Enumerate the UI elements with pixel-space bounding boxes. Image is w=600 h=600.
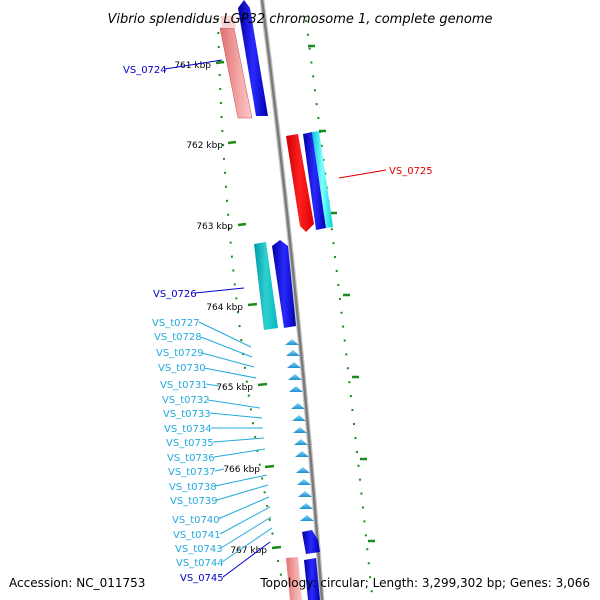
gene-arrow [302, 530, 320, 554]
leader-line [212, 437, 265, 443]
gene-label[interactable]: VS_t0744 [176, 558, 224, 569]
trna-arrow [292, 415, 306, 421]
gene-label[interactable]: VS_0745 [180, 573, 224, 584]
tick-label: 762 kbp [186, 141, 223, 151]
genome-summary: Topology: circular; Length: 3,299,302 bp… [259, 576, 590, 590]
leader-line [209, 412, 263, 419]
tick-mark [257, 382, 268, 387]
leader-line [207, 399, 261, 409]
leader-line [219, 506, 271, 535]
tick-mark [264, 464, 275, 469]
gene-label[interactable]: VS_t0743 [175, 544, 223, 555]
gene-arrow [286, 134, 314, 232]
tick-label: 767 kbp [230, 546, 267, 556]
gene-label[interactable]: VS_t0737 [168, 467, 216, 478]
tick-mark [247, 302, 258, 307]
trna-arrow [299, 503, 313, 509]
gene-label[interactable]: VS_t0729 [156, 348, 204, 359]
gene-block [220, 16, 236, 28]
tick-label: 765 kbp [216, 383, 253, 393]
trna-arrow [298, 491, 312, 497]
trna-arrow [295, 451, 309, 457]
ruler-ticks: 761 kbp 762 kbp 763 kbp 764 kbp 765 kbp … [174, 60, 282, 556]
trna-arrow [297, 479, 311, 485]
gene-features [219, 0, 333, 600]
gene-arrow [304, 558, 320, 600]
gene-label[interactable]: VS_0725 [389, 166, 433, 177]
gene-label[interactable]: VS_t0730 [158, 363, 206, 374]
trna-arrow [288, 374, 302, 380]
trna-arrow [285, 339, 299, 345]
tick-mark [237, 222, 247, 227]
gene-label[interactable]: VS_t0733 [163, 409, 211, 420]
leader-line [338, 169, 387, 179]
tick-label: 763 kbp [196, 222, 233, 232]
gene-arrow [238, 0, 268, 116]
gene-block [286, 557, 302, 600]
gene-label[interactable]: VS_t0727 [152, 318, 200, 329]
gene-label[interactable]: VS_t0738 [169, 482, 217, 493]
trna-arrow [293, 427, 307, 433]
leader-line [214, 468, 225, 472]
outer-ruler-ticks [308, 44, 375, 543]
leader-line [222, 541, 271, 578]
leader-line [194, 287, 245, 294]
gene-label[interactable]: VS_t0731 [160, 380, 208, 391]
tick-mark [215, 60, 225, 65]
gene-arrow [303, 132, 326, 230]
leader-line [205, 383, 220, 387]
leader-line [216, 484, 269, 501]
gene-arrow [272, 240, 296, 328]
gene-block [312, 131, 333, 228]
tick-label: 761 kbp [174, 61, 211, 71]
trna-arrow [287, 362, 301, 368]
leader-lines [164, 59, 387, 578]
tick-label: 764 kbp [206, 303, 243, 313]
backbone [259, 0, 325, 600]
backbone-arc-core [260, 0, 324, 600]
gene-label[interactable]: VS_t0739 [170, 496, 218, 507]
trna-cluster [285, 339, 314, 521]
gene-label[interactable]: VS_t0728 [154, 332, 202, 343]
gene-label[interactable]: VS_t0740 [172, 515, 220, 526]
accession-text: Accession: NC_011753 [9, 576, 145, 590]
leader-line [198, 321, 252, 348]
gene-label[interactable]: VS_t0736 [167, 453, 215, 464]
leader-line [201, 352, 255, 368]
trna-arrow [289, 386, 303, 392]
leader-line [203, 367, 257, 379]
tick-mark [227, 140, 237, 145]
leader-line [213, 448, 266, 458]
gene-label[interactable]: VS_t0741 [173, 530, 221, 541]
gene-label[interactable]: VS_t0732 [162, 395, 210, 406]
leader-line [217, 496, 270, 520]
leader-line [214, 474, 268, 487]
gene-label[interactable]: VS_0724 [123, 65, 167, 76]
trna-arrow [294, 439, 308, 445]
gene-label[interactable]: VS_0726 [153, 289, 197, 300]
leader-line [200, 336, 253, 358]
map-title: Vibrio splendidus LGP32 chromosome 1, co… [107, 12, 492, 27]
trna-arrow [296, 467, 310, 473]
leader-line [164, 59, 223, 70]
tick-mark [271, 545, 282, 550]
leader-line [220, 516, 272, 549]
gene-labels: VS_0724 VS_0725 VS_0726 VS_t0727 VS_t072… [123, 65, 433, 584]
gene-block [254, 242, 278, 330]
trna-arrow [286, 350, 300, 356]
trna-arrow [300, 515, 314, 521]
leader-line [221, 527, 273, 563]
tick-label: 766 kbp [223, 465, 260, 475]
gene-label[interactable]: VS_t0735 [166, 438, 214, 449]
trna-arrow [291, 403, 305, 409]
gene-label[interactable]: VS_t0734 [164, 424, 212, 435]
